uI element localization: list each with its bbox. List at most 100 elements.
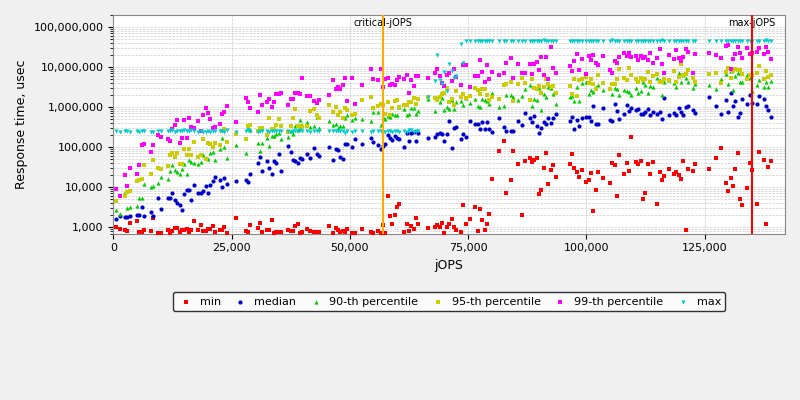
95-th percentile [575,76,588,82]
90-th percentile [170,169,183,175]
99-th percentile [221,103,234,110]
max [130,128,143,134]
max [570,38,583,44]
99-th percentile [372,77,385,84]
99-th percentile [390,77,403,83]
max [204,128,217,135]
90-th percentile [724,68,737,74]
90-th percentile [308,123,321,129]
99-th percentile [209,123,222,130]
99-th percentile [651,55,664,61]
99-th percentile [261,99,274,105]
90-th percentile [282,134,294,140]
99-th percentile [303,93,316,100]
90-th percentile [434,98,446,105]
max [367,128,380,135]
min [301,226,314,232]
median [582,114,595,120]
95-th percentile [570,93,583,99]
min [275,229,288,235]
max [145,129,158,136]
max [471,38,484,44]
95-th percentile [365,94,378,100]
min [526,159,538,166]
99-th percentile [133,162,146,168]
median [214,177,226,183]
max [386,128,398,135]
95-th percentile [523,97,536,103]
max [379,129,392,135]
95-th percentile [504,79,517,86]
max [637,38,650,44]
99-th percentile [646,60,659,66]
95-th percentile [750,69,763,76]
90-th percentile [303,124,316,130]
median [338,141,351,147]
95-th percentile [478,86,491,92]
max [504,38,517,44]
99-th percentile [667,56,680,62]
min [282,227,294,234]
min [689,161,702,167]
95-th percentile [386,105,398,111]
90-th percentile [538,90,550,97]
90-th percentile [464,100,477,106]
99-th percentile [296,74,309,81]
min [630,159,642,165]
min [719,179,732,186]
90-th percentile [677,72,690,78]
min [194,221,207,228]
90-th percentile [216,134,229,141]
99-th percentile [710,51,723,58]
min [523,155,536,161]
max [214,128,226,134]
95-th percentile [447,102,460,108]
max [133,128,146,135]
min [644,171,657,178]
90-th percentile [646,84,659,90]
95-th percentile [582,80,595,86]
90-th percentile [384,114,397,121]
99-th percentile [580,70,593,77]
min [365,229,378,236]
max [523,38,536,44]
95-th percentile [542,80,555,87]
min [580,179,593,185]
90-th percentile [454,98,467,104]
min [382,192,394,199]
95-th percentile [242,123,254,129]
90-th percentile [545,85,558,91]
min [407,226,420,233]
median [642,106,654,113]
90-th percentile [187,160,200,166]
99-th percentile [622,50,635,56]
90-th percentile [367,109,380,115]
95-th percentile [405,98,418,105]
median [486,128,498,135]
99-th percentile [202,109,214,116]
min [753,149,766,155]
95-th percentile [573,77,586,83]
99-th percentile [523,61,536,67]
max [620,38,633,44]
median [644,111,657,118]
min [185,226,198,233]
min [637,196,650,202]
median [377,143,390,149]
max [632,38,645,44]
min [765,158,778,164]
99-th percentile [506,74,519,81]
max [168,129,181,135]
max [533,38,546,44]
max [644,38,657,44]
99-th percentile [483,76,496,83]
min [750,201,763,208]
95-th percentile [254,125,266,132]
median [563,118,576,124]
min [743,160,756,167]
90-th percentile [175,166,188,173]
99-th percentile [355,82,368,88]
90-th percentile [410,110,422,117]
max [634,38,647,44]
99-th percentile [634,53,647,59]
